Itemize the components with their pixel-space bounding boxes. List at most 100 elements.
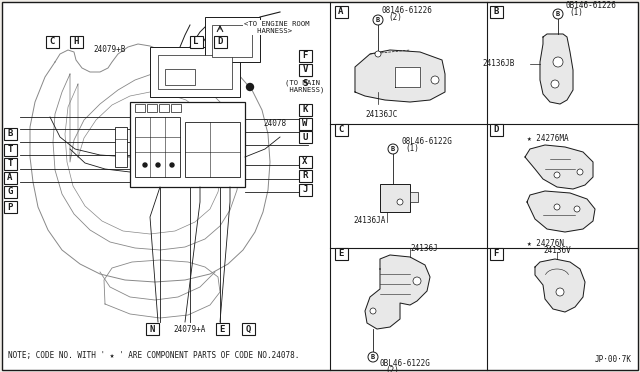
Text: Q: Q (245, 324, 251, 334)
Bar (70, 36, 83, 48)
Text: R: R (302, 171, 308, 180)
Text: S: S (302, 80, 308, 89)
Circle shape (373, 15, 383, 25)
Text: 24079+B: 24079+B (94, 45, 126, 55)
Bar (490, 6, 502, 18)
Polygon shape (525, 145, 593, 189)
Circle shape (397, 199, 403, 205)
Bar (158, 55, 232, 89)
Polygon shape (535, 259, 585, 312)
Bar (185, 122, 240, 177)
Bar (380, 184, 410, 212)
Bar (298, 184, 312, 196)
Text: P: P (7, 202, 13, 212)
Text: G: G (7, 187, 13, 196)
Text: 0B146-61226: 0B146-61226 (565, 1, 616, 10)
Text: (2): (2) (388, 13, 402, 22)
Text: NOTE; CODE NO. WITH ' ★ ' ARE COMPONENT PARTS OF CODE NO.24078.: NOTE; CODE NO. WITH ' ★ ' ARE COMPONENT … (8, 351, 300, 360)
Bar (410, 192, 418, 202)
Text: T: T (7, 160, 13, 169)
Circle shape (551, 80, 559, 88)
Text: 24136V: 24136V (543, 246, 571, 255)
Bar (298, 131, 312, 143)
Bar (3, 158, 17, 170)
Circle shape (553, 57, 563, 67)
Bar (145, 323, 159, 335)
Bar (135, 117, 180, 177)
Bar (135, 104, 145, 112)
Bar (3, 144, 17, 156)
Text: J: J (302, 186, 308, 195)
Text: E: E (220, 324, 225, 334)
Text: L: L (193, 38, 198, 46)
Bar (298, 50, 312, 62)
Text: C: C (49, 38, 54, 46)
Bar (3, 172, 17, 184)
Polygon shape (395, 67, 420, 87)
Bar (298, 118, 312, 130)
Text: B: B (391, 146, 395, 152)
Text: (1): (1) (569, 8, 583, 17)
Circle shape (413, 277, 421, 285)
Circle shape (143, 163, 147, 167)
Text: ★ 24276N: ★ 24276N (527, 239, 564, 248)
Bar (3, 128, 17, 140)
Circle shape (170, 163, 174, 167)
Bar (335, 124, 348, 136)
Text: 0BL46-6122G: 0BL46-6122G (380, 359, 431, 368)
Bar (171, 104, 181, 112)
Bar (298, 156, 312, 168)
Text: T: T (7, 145, 13, 154)
Polygon shape (355, 50, 445, 102)
Circle shape (375, 51, 381, 57)
Text: F: F (493, 250, 499, 259)
Bar (335, 6, 348, 18)
Bar (298, 170, 312, 182)
Text: 24136JB: 24136JB (483, 60, 515, 68)
Text: V: V (302, 65, 308, 74)
Text: B: B (7, 129, 13, 138)
Bar (214, 36, 227, 48)
Text: (1): (1) (405, 144, 419, 153)
Bar (298, 64, 312, 76)
Text: B: B (376, 17, 380, 23)
Text: (2): (2) (385, 366, 399, 372)
Bar (189, 36, 202, 48)
Bar (298, 104, 312, 116)
Bar (165, 69, 195, 85)
Text: B: B (556, 11, 560, 17)
Circle shape (553, 9, 563, 19)
Bar (115, 127, 127, 167)
Text: ★ 24276MA: ★ 24276MA (527, 134, 568, 143)
Text: JP·00·7K: JP·00·7K (595, 355, 632, 364)
Text: 08146-61226: 08146-61226 (382, 6, 433, 15)
Bar (3, 186, 17, 198)
Circle shape (370, 308, 376, 314)
Text: C: C (339, 125, 344, 135)
Text: E: E (339, 250, 344, 259)
Circle shape (556, 288, 564, 296)
Bar (212, 25, 252, 57)
Bar (45, 36, 58, 48)
Text: H: H (74, 38, 79, 46)
Bar (159, 104, 169, 112)
Bar (298, 78, 312, 90)
Text: W: W (302, 119, 308, 128)
Text: N: N (149, 324, 155, 334)
Text: U: U (302, 132, 308, 141)
Text: X: X (302, 157, 308, 167)
Bar (147, 104, 157, 112)
Bar (490, 248, 502, 260)
Circle shape (246, 83, 253, 90)
Text: 08L46-6122G: 08L46-6122G (401, 137, 452, 146)
Text: F: F (302, 51, 308, 61)
Text: (TO MAIN
 HARNESS): (TO MAIN HARNESS) (285, 79, 324, 93)
Bar (130, 102, 245, 187)
Text: 24078: 24078 (264, 119, 287, 128)
Text: B: B (371, 354, 375, 360)
Circle shape (431, 76, 439, 84)
Bar (241, 323, 255, 335)
Circle shape (577, 169, 583, 175)
Text: 24079+A: 24079+A (174, 324, 206, 334)
Text: D: D (493, 125, 499, 135)
